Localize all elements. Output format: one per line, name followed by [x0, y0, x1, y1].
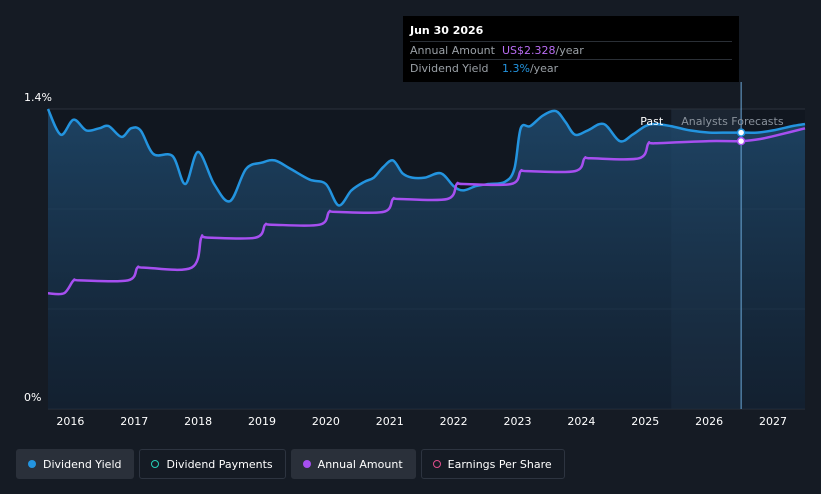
dividend-yield-dot-icon	[28, 460, 36, 468]
tooltip-row-yield: Dividend Yield 1.3%/year	[410, 59, 732, 77]
y-tick-label-top: 1.4%	[24, 91, 52, 104]
x-tick-label: 2023	[504, 415, 532, 428]
x-tick-label: 2016	[56, 415, 84, 428]
x-tick-label: 2025	[631, 415, 659, 428]
x-tick-label: 2026	[695, 415, 723, 428]
earnings-per-share-ring-icon	[432, 460, 441, 468]
x-tick-label: 2027	[759, 415, 787, 428]
x-tick-label: 2020	[312, 415, 340, 428]
tooltip-row-amount: Annual Amount US$2.328/year	[410, 41, 732, 59]
legend-dividend-payments[interactable]: Dividend Payments	[139, 449, 286, 479]
legend-label: Dividend Payments	[166, 457, 273, 471]
legend-label: Dividend Yield	[43, 457, 122, 471]
x-tick-label: 2017	[120, 415, 148, 428]
tooltip-amount-unit: /year	[555, 44, 584, 57]
hover-amount-point	[736, 136, 746, 146]
past-label: Past	[640, 115, 664, 128]
annual-amount-line	[47, 127, 806, 296]
legend-earnings-per-share[interactable]: Earnings Per Share	[420, 449, 565, 479]
y-tick-label-bottom: 0%	[24, 391, 41, 404]
dividend-yield-area	[48, 109, 805, 409]
legend-label: Earnings Per Share	[447, 457, 552, 471]
dividend-chart: Past Analysts Forecasts 1.4% 0% 2016 2017…	[24, 82, 806, 428]
tooltip-yield-unit: /year	[529, 62, 559, 75]
x-tick-label: 2019	[248, 415, 276, 428]
annual-amount-dot-icon	[302, 460, 311, 468]
dividend-yield-line	[46, 108, 806, 207]
legend-annual-amount[interactable]: Annual Amount	[290, 449, 416, 479]
tooltip: Jun 30 2026 Annual Amount US$2.328/year …	[403, 16, 739, 82]
tooltip-yield-label: Dividend Yield	[410, 62, 489, 75]
tooltip-date: Jun 30 2026	[410, 24, 484, 37]
legend-dividend-yield[interactable]: Dividend Yield	[16, 449, 135, 479]
dividend-payments-ring-icon	[151, 460, 160, 468]
x-tick-label: 2022	[440, 415, 468, 428]
legend: Dividend Yield Dividend Payments Annual …	[16, 449, 565, 479]
tooltip-amount-value: US$2.328	[502, 44, 556, 57]
x-tick-label: 2018	[184, 415, 212, 428]
tooltip-amount-label: Annual Amount	[410, 44, 495, 57]
x-tick-label: 2021	[376, 415, 404, 428]
legend-label: Annual Amount	[317, 457, 403, 471]
x-tick-label: 2024	[567, 415, 595, 428]
hover-yield-point	[736, 128, 746, 137]
forecast-label: Analysts Forecasts	[681, 115, 784, 128]
tooltip-yield-value: 1.3%	[502, 62, 530, 75]
